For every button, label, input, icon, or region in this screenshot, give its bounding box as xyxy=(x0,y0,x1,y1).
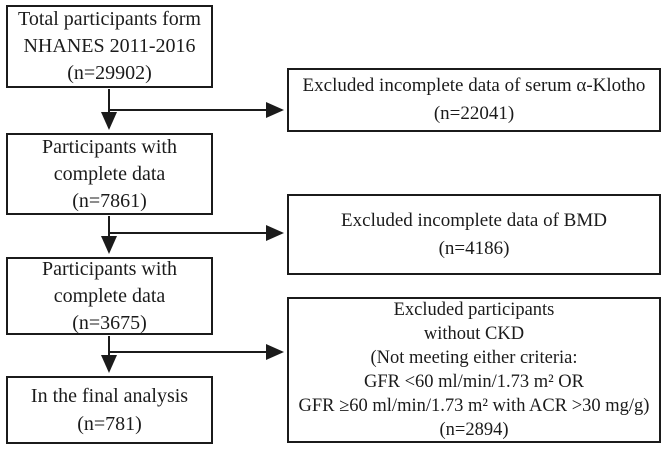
box-text-line: Participants with xyxy=(42,135,177,158)
box-text-line: (Not meeting either criteria: xyxy=(370,348,578,368)
box-text-line: without CKD xyxy=(423,324,525,344)
flow-box-complete-data-3675: Participants with complete data (n=3675) xyxy=(6,257,213,335)
box-text-line: (n=781) xyxy=(77,413,142,435)
box-text-line: GFR <60 ml/min/1.73 m² OR xyxy=(363,372,585,392)
box-text-line: complete data xyxy=(53,162,166,185)
box-text-line: Excluded incomplete data of serum α-Klot… xyxy=(302,75,646,96)
box-text-line: Excluded incomplete data of BMD xyxy=(341,209,607,231)
box-text-line: (n=22041) xyxy=(433,103,515,124)
box-text-line: NHANES 2011-2016 xyxy=(23,35,196,57)
box-text-line: Participants with xyxy=(42,257,177,280)
box-text-line: GFR ≥60 ml/min/1.73 m² with ACR >30 mg/g… xyxy=(298,396,650,416)
flow-box-total-participants: Total participants form NHANES 2011-2016… xyxy=(6,5,213,88)
box-text-line: (n=7861) xyxy=(72,189,147,212)
box-text-line: (n=3675) xyxy=(72,311,147,334)
box-text-line: (n=4186) xyxy=(438,237,510,259)
flow-box-complete-data-7861: Participants with complete data (n=7861) xyxy=(6,133,213,215)
box-text-line: Total participants form xyxy=(18,8,201,30)
box-text-line: Excluded participants xyxy=(393,300,555,320)
box-text-line: In the final analysis xyxy=(30,385,189,407)
box-text-line: (n=2894) xyxy=(439,420,509,440)
flow-box-excluded-klotho: Excluded incomplete data of serum α-Klot… xyxy=(287,68,661,132)
box-text-line: (n=29902) xyxy=(67,62,152,84)
flow-box-excluded-no-ckd: Excluded participants without CKD (Not m… xyxy=(287,297,661,443)
box-text-line: complete data xyxy=(53,284,166,307)
flow-box-final-analysis: In the final analysis (n=781) xyxy=(6,376,213,444)
flow-box-excluded-bmd: Excluded incomplete data of BMD (n=4186) xyxy=(287,194,661,275)
